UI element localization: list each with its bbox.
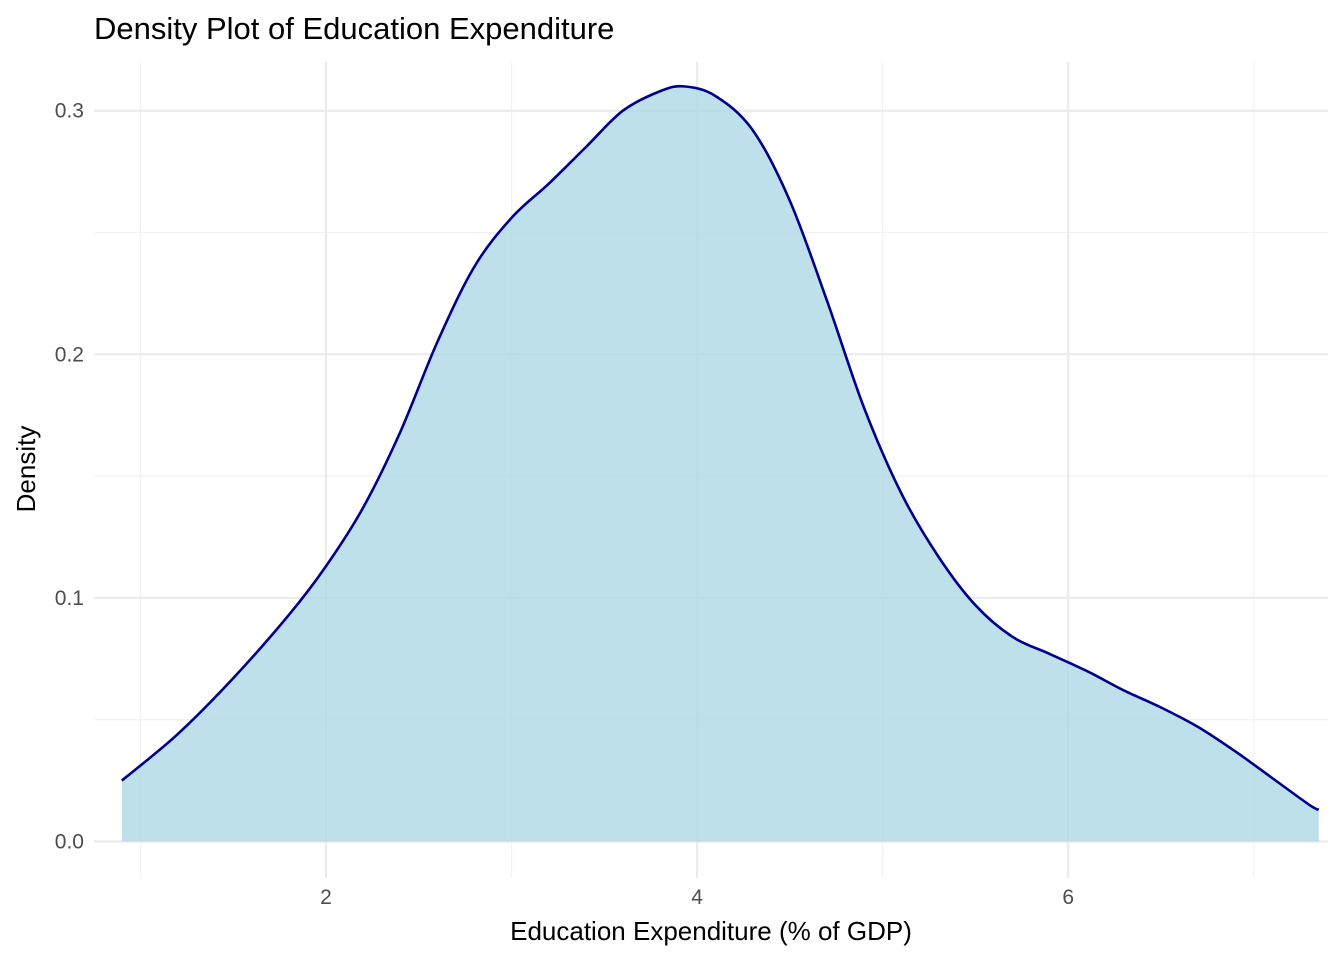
y-tick-label: 0.3 <box>55 100 84 123</box>
y-axis-title: Density <box>11 426 41 513</box>
y-tick-label: 0.1 <box>55 587 84 610</box>
chart-title: Density Plot of Education Expenditure <box>94 11 614 46</box>
x-axis-title: Education Expenditure (% of GDP) <box>510 916 912 946</box>
x-tick-label: 2 <box>320 886 332 909</box>
x-tick-label: 6 <box>1062 886 1074 909</box>
y-tick-label: 0.2 <box>55 343 84 366</box>
y-tick-label: 0.0 <box>55 830 84 853</box>
tick-labels: 2 4 6 0.0 0.1 0.2 0.3 <box>55 100 1074 909</box>
density-area <box>121 86 1319 842</box>
plot-marks <box>120 84 1320 842</box>
x-tick-label: 4 <box>691 886 703 909</box>
density-line <box>120 84 1320 811</box>
